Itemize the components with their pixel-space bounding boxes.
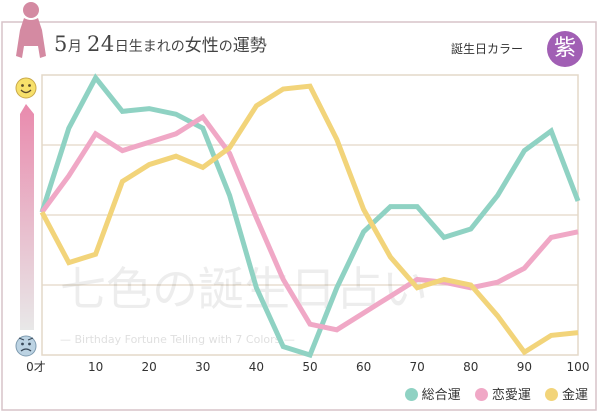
legend-dot-overall bbox=[404, 388, 418, 401]
x-tick-label-30: 30 bbox=[195, 360, 210, 374]
legend-label-love: 恋愛運 bbox=[491, 388, 531, 403]
title-particle: の bbox=[218, 39, 233, 55]
legend-dot-money bbox=[544, 388, 558, 401]
woman-silhouette-icon bbox=[16, 2, 46, 58]
legend-dot-love bbox=[474, 388, 488, 401]
birth-color-label: 誕生日カラー bbox=[451, 42, 524, 56]
watermark-tagline: — Birthday Fortune Telling with 7 Colors… bbox=[60, 333, 295, 346]
series-line-overall bbox=[39, 73, 581, 359]
frame-border bbox=[1, 21, 597, 411]
legend-item-love: 恋愛運 bbox=[474, 384, 531, 403]
x-tick-label-50: 50 bbox=[302, 360, 317, 374]
header: 5月 24日生まれの女性の運勢 誕生日カラー 紫 bbox=[0, 0, 600, 67]
title-month-number: 5 bbox=[54, 32, 68, 56]
title-month-unit: 月 bbox=[67, 39, 82, 55]
legend-label-overall: 総合運 bbox=[421, 388, 461, 403]
series-line-money bbox=[39, 83, 579, 356]
birth-color-badge: 紫 bbox=[547, 31, 583, 67]
page-title: 5月 24日生まれの女性の運勢 bbox=[54, 31, 267, 61]
title-day-number: 24 bbox=[86, 32, 115, 56]
legend: 総合運 恋愛運 金運 bbox=[395, 384, 588, 403]
title-day-unit: 日生まれの bbox=[114, 39, 185, 55]
plot-area: 七色の誕生日占い — Birthday Fortune Telling with… bbox=[26, 73, 590, 374]
x-tick-label-0: 0才 bbox=[26, 360, 46, 374]
smiley-face-icon bbox=[15, 77, 37, 99]
x-tick-label-90: 90 bbox=[517, 360, 532, 374]
legend-item-overall: 総合運 bbox=[404, 384, 461, 403]
x-tick-label-40: 40 bbox=[249, 360, 264, 374]
x-tick-label-10: 10 bbox=[88, 360, 103, 374]
legend-label-money: 金運 bbox=[561, 388, 588, 403]
x-tick-label-80: 80 bbox=[463, 360, 478, 374]
watermark: 七色の誕生日占い — Birthday Fortune Telling with… bbox=[60, 262, 428, 346]
worried-face-icon bbox=[15, 335, 37, 357]
series-line-love bbox=[39, 113, 579, 333]
legend-item-money: 金運 bbox=[544, 384, 588, 403]
x-tick-label-100: 100 bbox=[567, 360, 590, 374]
title-subject: 女性 bbox=[184, 36, 219, 56]
watermark-logo: 七色の誕生日占い bbox=[60, 262, 428, 316]
x-tick-label-70: 70 bbox=[410, 360, 425, 374]
title-topic: 運勢 bbox=[232, 36, 267, 56]
x-tick-label-60: 60 bbox=[356, 360, 371, 374]
fortune-scale-bar bbox=[20, 104, 34, 330]
x-tick-label-20: 20 bbox=[142, 360, 157, 374]
